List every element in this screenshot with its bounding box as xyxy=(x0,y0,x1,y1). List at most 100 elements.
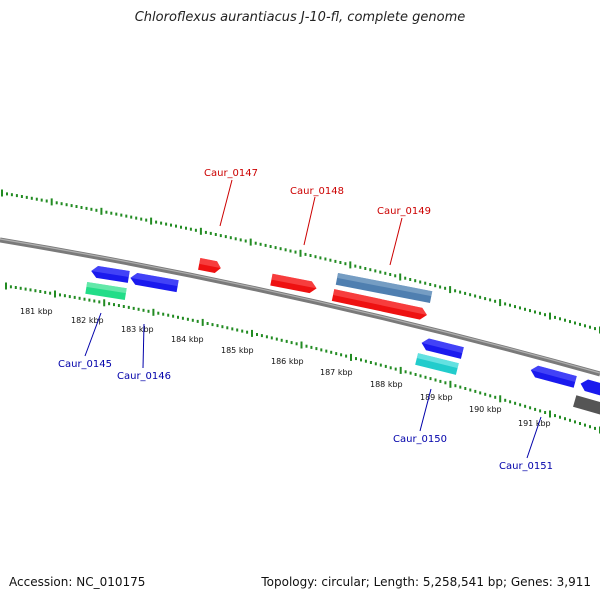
minor-tick xyxy=(256,333,258,336)
minor-tick xyxy=(304,252,307,256)
gene-caur-0148[interactable] xyxy=(270,273,317,295)
minor-tick xyxy=(88,298,91,302)
minor-tick xyxy=(374,269,377,273)
minor-tick xyxy=(389,273,392,276)
minor-tick xyxy=(554,414,556,418)
minor-tick xyxy=(469,293,472,297)
major-tick xyxy=(399,366,402,374)
minor-tick xyxy=(80,206,83,209)
minor-tick xyxy=(334,259,337,263)
minor-tick xyxy=(236,328,239,332)
minor-tick xyxy=(369,268,372,272)
genome-backbone xyxy=(0,237,600,377)
minor-tick xyxy=(474,389,477,393)
gene-caur-0150[interactable] xyxy=(420,337,464,359)
minor-tick xyxy=(140,217,143,221)
reverse-leaders xyxy=(84,312,542,459)
minor-tick xyxy=(494,299,497,303)
minor-tick xyxy=(389,366,392,370)
minor-tick xyxy=(40,198,43,202)
minor-tick xyxy=(30,196,33,200)
minor-tick xyxy=(229,236,232,240)
minor-tick xyxy=(269,245,272,248)
minor-tick xyxy=(55,201,58,205)
minor-tick xyxy=(394,274,397,278)
scale-label-190: 190 kbp xyxy=(469,405,502,414)
label-caur-0145[interactable]: Caur_0145 xyxy=(58,359,112,370)
gene-caur-0145[interactable] xyxy=(90,265,130,283)
minor-tick xyxy=(514,305,516,309)
minor-tick xyxy=(170,223,172,227)
gene-edge-gray[interactable] xyxy=(573,395,600,417)
minor-tick xyxy=(574,321,576,325)
minor-tick xyxy=(60,202,63,206)
minor-tick xyxy=(514,401,517,405)
minor-tick xyxy=(594,327,596,331)
minor-tick xyxy=(211,323,214,327)
major-tick xyxy=(1,189,3,197)
minor-tick xyxy=(20,195,23,198)
minor-tick xyxy=(186,317,189,321)
minor-tick xyxy=(177,315,179,319)
minor-tick xyxy=(594,426,596,430)
minor-tick xyxy=(479,391,482,395)
minor-tick xyxy=(384,364,387,368)
minor-tick xyxy=(454,289,457,293)
label-caur-0149[interactable]: Caur_0149 xyxy=(377,206,431,217)
gene-edge-blue[interactable] xyxy=(579,378,600,399)
minor-tick xyxy=(246,330,249,334)
major-tick xyxy=(50,198,53,206)
minor-tick xyxy=(10,193,13,197)
major-tick xyxy=(449,286,452,294)
minor-tick xyxy=(194,228,197,232)
minor-tick xyxy=(162,312,165,316)
minor-tick xyxy=(444,381,447,385)
minor-tick xyxy=(459,290,462,294)
minor-tick xyxy=(320,348,323,352)
minor-tick xyxy=(15,194,18,198)
lower-tick-track xyxy=(5,282,600,434)
minor-tick xyxy=(439,379,442,383)
minor-tick xyxy=(157,311,160,315)
label-caur-0150[interactable]: Caur_0150 xyxy=(393,434,447,445)
major-tick xyxy=(54,290,56,298)
minor-tick xyxy=(419,280,422,284)
minor-tick xyxy=(419,374,422,378)
label-caur-0148[interactable]: Caur_0148 xyxy=(290,186,344,197)
minor-tick xyxy=(574,420,576,424)
minor-tick xyxy=(75,205,78,208)
major-tick xyxy=(499,299,502,307)
minor-tick xyxy=(231,327,234,331)
genome-summary-text: Topology: circular; Length: 5,258,541 bp… xyxy=(261,575,591,589)
minor-tick xyxy=(414,373,417,376)
minor-tick xyxy=(226,326,229,330)
forward-leaders xyxy=(219,179,403,266)
minor-tick xyxy=(589,425,591,429)
minor-tick xyxy=(219,234,222,238)
gene-caur-0151[interactable] xyxy=(529,364,577,388)
minor-tick xyxy=(360,358,362,362)
gene-caur-0146[interactable] xyxy=(129,272,179,293)
minor-tick xyxy=(122,305,125,308)
minor-tick xyxy=(379,270,382,274)
minor-tick xyxy=(429,283,432,286)
minor-tick xyxy=(196,319,199,323)
minor-tick xyxy=(105,210,108,214)
major-tick xyxy=(5,282,7,290)
minor-tick xyxy=(484,392,487,396)
label-caur-0147[interactable]: Caur_0147 xyxy=(204,168,258,179)
minor-tick xyxy=(216,324,219,328)
gene-caur-0147[interactable] xyxy=(198,258,222,274)
minor-tick xyxy=(284,248,287,252)
gene-caur-0149[interactable] xyxy=(335,272,433,304)
gene-caur-0150-cyan[interactable] xyxy=(415,353,459,375)
minor-tick xyxy=(344,262,347,266)
minor-tick xyxy=(474,294,477,298)
minor-tick xyxy=(314,255,317,259)
label-caur-0146[interactable]: Caur_0146 xyxy=(117,371,171,382)
gene-red-long[interactable] xyxy=(331,289,428,321)
minor-tick xyxy=(289,249,292,253)
minor-tick xyxy=(325,349,328,353)
label-caur-0151[interactable]: Caur_0151 xyxy=(499,461,553,472)
gene-caur-0145-green[interactable] xyxy=(85,281,127,301)
